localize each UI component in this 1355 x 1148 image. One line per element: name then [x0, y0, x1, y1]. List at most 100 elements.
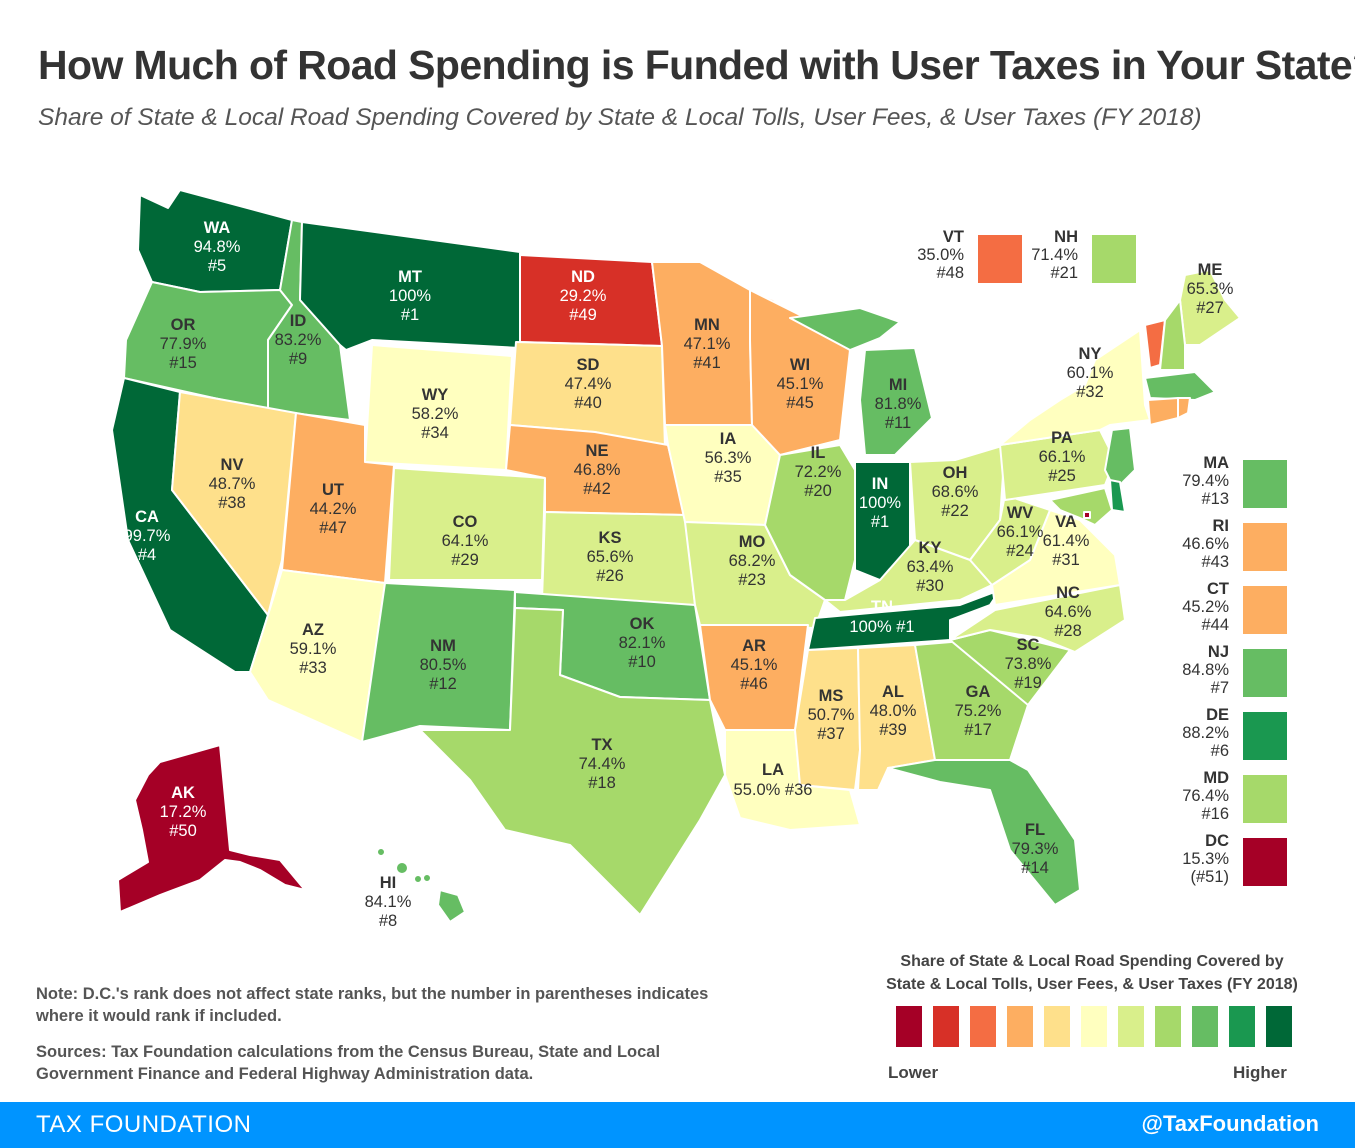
state-abbr: NJ [1208, 643, 1229, 661]
state-value: 55.0% #36 [734, 781, 813, 799]
callout-label: CT 45.2% #44 [1182, 580, 1229, 634]
state-abbr: CO [453, 513, 478, 531]
state-abbr: PA [1051, 429, 1073, 447]
legend-swatch [1155, 1006, 1181, 1047]
state-label-wy: WY 58.2% #34 [412, 386, 459, 442]
state-label-ia: IA 56.3% #35 [705, 430, 752, 486]
state-ny [999, 329, 1151, 446]
state-value: 64.1% [442, 532, 489, 550]
legend-swatch [1044, 1006, 1070, 1047]
state-abbr: MS [819, 687, 844, 705]
state-label-oh: OH 68.6% #22 [932, 464, 979, 520]
state-rank: #4 [138, 546, 156, 564]
state-abbr: WA [204, 219, 231, 237]
state-value: 71.4% [1031, 246, 1078, 264]
state-abbr: ND [571, 268, 595, 286]
sources-text: Sources: Tax Foundation calculations fro… [36, 1043, 661, 1083]
state-abbr: GA [966, 683, 991, 701]
state-nv [171, 391, 297, 616]
state-value: 48.7% [209, 475, 256, 493]
callout-nh: NH 71.4% #21 [1031, 228, 1136, 283]
legend-swatch [1192, 1006, 1218, 1047]
state-value: 75.2% [955, 702, 1002, 720]
state-label-la: LA 55.0% #36 [734, 761, 813, 799]
state-abbr: TX [591, 736, 612, 754]
state-rank: #39 [879, 721, 907, 739]
callout-swatch [1243, 775, 1287, 823]
legend-title: Share of State & Local Road Spending Cov… [862, 950, 1322, 996]
state-abbr: KY [919, 539, 942, 557]
state-rank: #44 [1201, 616, 1229, 634]
state-value: 73.8% [1005, 655, 1052, 673]
state-abbr: WY [422, 386, 449, 404]
state-abbr: MN [694, 316, 720, 334]
state-label-or: OR 77.9% #15 [160, 316, 207, 372]
state-rank: #17 [964, 721, 992, 739]
callout-md: MD 76.4% #16 [1182, 769, 1287, 823]
state-rank: #32 [1076, 383, 1104, 401]
callout-label: MD 76.4% #16 [1182, 769, 1229, 823]
chart-title: How Much of Road Spending is Funded with… [38, 42, 1355, 88]
state-abbr: NE [586, 442, 609, 460]
callout-label: DC 15.3% (#51) [1182, 832, 1229, 886]
state-label-va: VA 61.4% #31 [1043, 513, 1090, 569]
state-rank: #8 [379, 912, 397, 930]
state-rank: #5 [208, 257, 226, 275]
state-rank: #22 [941, 502, 969, 520]
state-value: 63.4% [907, 558, 954, 576]
legend-swatch [1266, 1006, 1292, 1047]
state-value: 66.1% [997, 523, 1044, 541]
state-rank: #31 [1052, 551, 1080, 569]
state-rank: #28 [1054, 622, 1082, 640]
state-abbr: KS [599, 529, 622, 547]
state-label-ne: NE 46.8% #42 [574, 442, 621, 498]
callout-label: DE 88.2% #6 [1182, 706, 1229, 760]
state-abbr: NM [430, 637, 456, 655]
state-value: 45.1% [777, 375, 824, 393]
state-abbr: WI [790, 356, 810, 374]
state-abbr: MT [398, 268, 422, 286]
state-label-ar: AR 45.1% #46 [731, 637, 778, 693]
state-abbr: SC [1017, 636, 1040, 654]
callout-swatch [1243, 838, 1287, 886]
callout-de: DE 88.2% #6 [1182, 706, 1287, 760]
state-mi [789, 307, 933, 456]
callout-swatch [1092, 235, 1136, 283]
state-rank: #1 [871, 513, 889, 531]
state-abbr: HI [380, 874, 397, 892]
state-value: 48.0% [870, 702, 917, 720]
state-label-wv: WV 66.1% #24 [997, 504, 1044, 560]
state-dc [1083, 511, 1091, 519]
state-value: 56.3% [705, 449, 752, 467]
state-label-nm: NM 80.5% #12 [420, 637, 467, 693]
state-rank: #7 [1211, 679, 1229, 697]
state-rank: #45 [786, 394, 814, 412]
callout-label: RI 46.6% #43 [1182, 517, 1229, 571]
state-abbr: CA [135, 508, 159, 526]
state-value: 47.1% [684, 335, 731, 353]
state-abbr: AR [742, 637, 766, 655]
state-value: 44.2% [310, 500, 357, 518]
state-value: 61.4% [1043, 532, 1090, 550]
state-abbr: UT [322, 481, 344, 499]
state-value: 46.8% [574, 461, 621, 479]
state-abbr: MO [739, 533, 766, 551]
state-value: 50.7% [808, 706, 855, 724]
state-rank: #21 [1050, 264, 1078, 282]
state-value: 65.6% [587, 548, 634, 566]
state-value: 66.1% [1039, 448, 1086, 466]
state-abbr: NC [1056, 584, 1080, 602]
state-value: 59.1% [290, 640, 337, 658]
callout-swatch [1243, 649, 1287, 697]
state-value: 88.2% [1182, 724, 1229, 742]
state-ct [1147, 397, 1179, 426]
state-rank: #38 [218, 494, 246, 512]
state-abbr: OK [630, 615, 655, 633]
state-label-ok: OK 82.1% #10 [619, 615, 666, 671]
callout-swatch [1243, 586, 1287, 634]
state-rank: #18 [588, 774, 616, 792]
state-rank: #16 [1201, 805, 1229, 823]
state-rank: #6 [1211, 742, 1229, 760]
state-rank: #29 [451, 551, 479, 569]
